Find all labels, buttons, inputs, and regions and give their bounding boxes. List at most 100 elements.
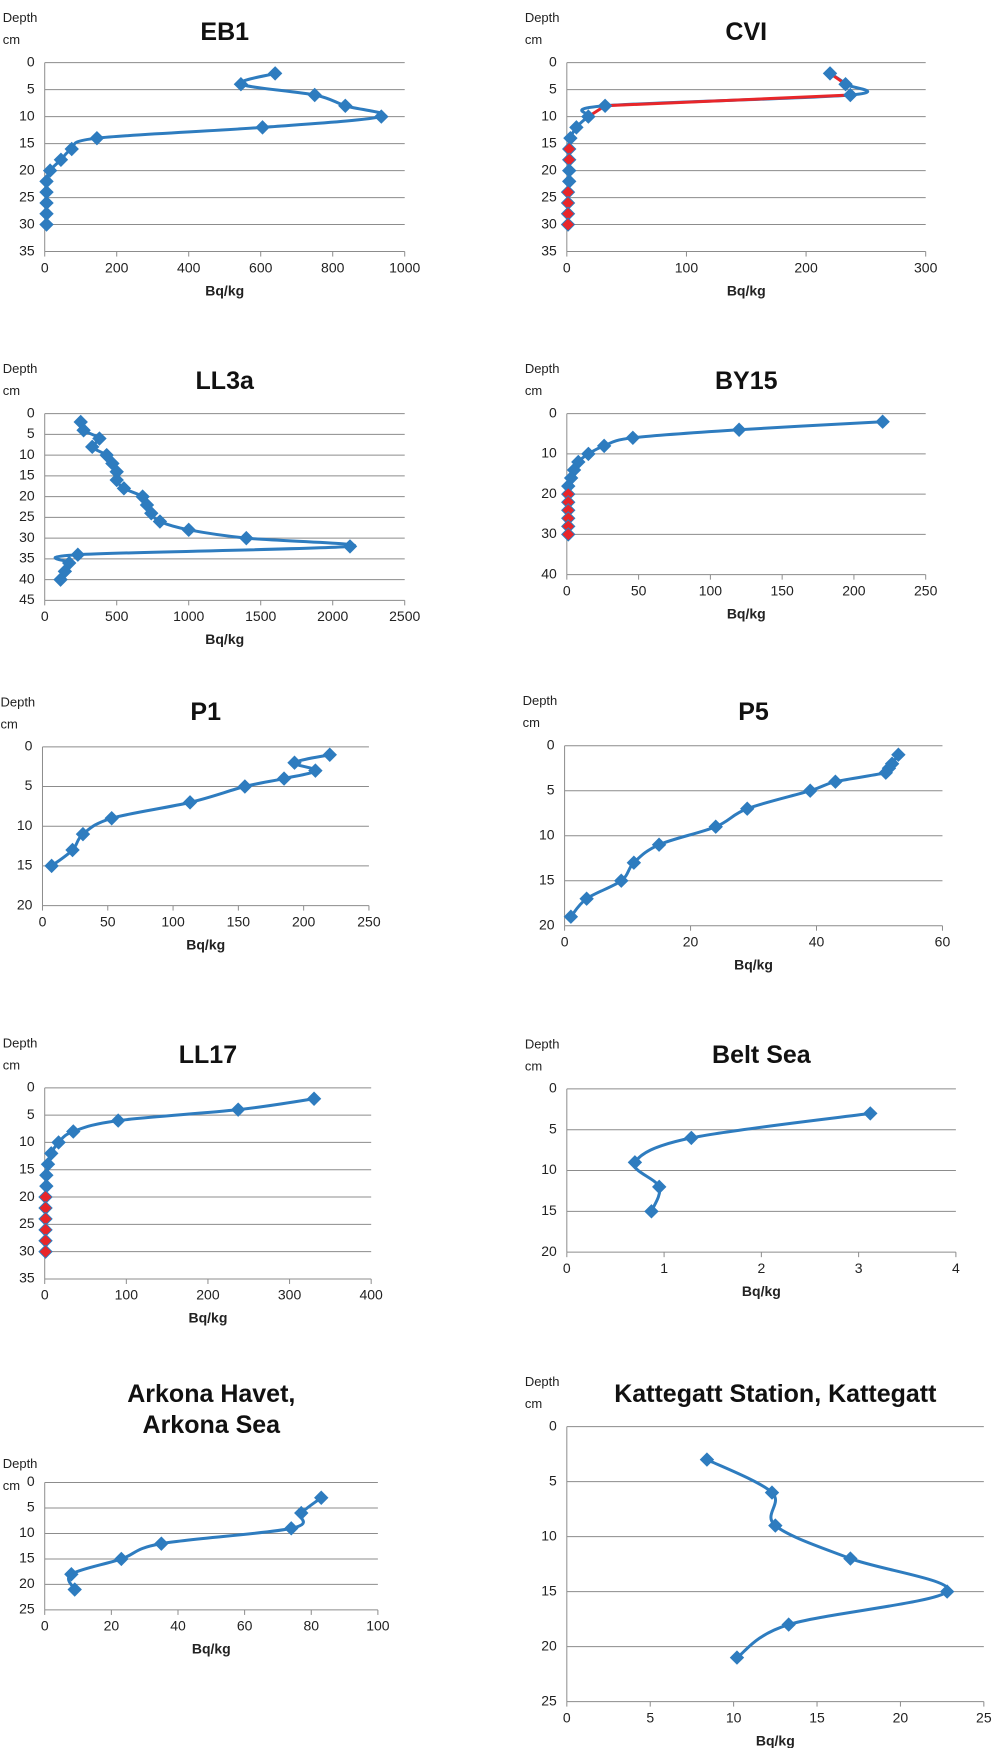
data-marker xyxy=(70,547,86,562)
y-tick-label: 0 xyxy=(27,404,35,420)
x-tick-label: 60 xyxy=(935,933,951,949)
y-tick-label: 35 xyxy=(19,550,35,566)
data-marker xyxy=(152,514,168,529)
chart-title: EB1 xyxy=(200,18,249,46)
y-tick-label: 0 xyxy=(549,404,557,420)
y-tick-label: 20 xyxy=(541,1637,557,1653)
x-axis-label: Bq/kg xyxy=(742,1283,781,1299)
y-axis-label: Depth xyxy=(525,10,560,25)
data-marker xyxy=(237,779,253,794)
data-marker xyxy=(104,811,119,826)
x-tick-label: 0 xyxy=(563,259,571,275)
data-marker xyxy=(284,1521,299,1536)
y-axis-label: Depth xyxy=(525,361,560,376)
data-marker xyxy=(596,438,612,454)
x-tick-label: 20 xyxy=(893,1709,909,1725)
y-axis-label: Depth xyxy=(525,1036,560,1051)
y-tick-label: 10 xyxy=(541,1527,557,1543)
data-marker xyxy=(64,1567,79,1582)
y-tick-label: 30 xyxy=(19,529,35,545)
data-marker xyxy=(306,1091,322,1106)
data-marker xyxy=(569,120,584,135)
data-marker xyxy=(627,1155,643,1170)
data-marker xyxy=(614,873,629,888)
x-tick-label: 2500 xyxy=(389,608,420,624)
y-tick-label: 45 xyxy=(19,591,35,607)
x-tick-label: 1000 xyxy=(173,608,204,624)
y-axis-unit: cm xyxy=(523,715,540,730)
chart-title: Arkona Havet, xyxy=(127,1380,295,1408)
x-axis-label: Bq/kg xyxy=(756,1732,795,1748)
y-axis-label: Depth xyxy=(3,1035,38,1050)
chart-title: LL17 xyxy=(179,1041,237,1069)
x-tick-label: 3 xyxy=(855,1260,863,1276)
y-tick-label: 10 xyxy=(19,1133,35,1149)
x-tick-label: 1 xyxy=(660,1260,668,1276)
chart-title: CVI xyxy=(725,18,767,46)
data-marker xyxy=(114,1551,129,1567)
data-marker xyxy=(233,76,249,92)
data-marker xyxy=(731,422,747,437)
y-tick-label: 20 xyxy=(539,916,555,932)
y-axis-label: Depth xyxy=(3,1456,38,1471)
data-marker xyxy=(822,66,838,81)
x-tick-label: 0 xyxy=(563,1709,571,1725)
data-marker xyxy=(182,795,198,810)
y-tick-label: 15 xyxy=(19,467,35,483)
x-axis-label: Bq/kg xyxy=(727,282,766,298)
y-axis-unit: cm xyxy=(0,716,17,731)
x-tick-label: 50 xyxy=(631,582,647,598)
data-marker xyxy=(154,1536,169,1551)
y-tick-label: 10 xyxy=(17,817,33,833)
y-tick-label: 25 xyxy=(541,1692,557,1708)
y-tick-label: 10 xyxy=(19,1524,35,1540)
data-marker xyxy=(144,506,159,521)
x-tick-label: 250 xyxy=(357,913,381,929)
y-tick-label: 10 xyxy=(541,107,557,123)
x-tick-label: 0 xyxy=(39,913,47,929)
data-marker xyxy=(764,1485,780,1500)
data-line xyxy=(566,420,883,535)
data-marker xyxy=(276,771,292,786)
data-line xyxy=(53,421,356,581)
data-marker xyxy=(625,430,641,446)
x-axis-label: Bq/kg xyxy=(734,956,773,972)
data-marker xyxy=(44,1146,59,1161)
y-tick-label: 5 xyxy=(27,1106,35,1122)
y-tick-label: 30 xyxy=(541,215,557,231)
y-tick-label: 35 xyxy=(541,242,557,258)
y-tick-label: 25 xyxy=(19,188,35,204)
y-tick-label: 0 xyxy=(549,53,557,69)
data-marker xyxy=(51,1135,66,1150)
x-tick-label: 200 xyxy=(794,259,818,275)
x-tick-label: 150 xyxy=(227,913,251,929)
y-tick-label: 15 xyxy=(539,871,555,887)
data-marker xyxy=(768,1518,783,1533)
x-tick-label: 1500 xyxy=(245,608,276,624)
data-marker xyxy=(64,141,79,157)
data-marker xyxy=(891,747,906,762)
x-tick-label: 2000 xyxy=(317,608,348,624)
data-marker xyxy=(65,842,80,858)
y-tick-label: 20 xyxy=(19,1188,35,1204)
y-tick-label: 15 xyxy=(19,1160,35,1176)
y-axis-label: Depth xyxy=(3,361,38,376)
data-line xyxy=(67,1496,323,1591)
x-tick-label: 0 xyxy=(41,608,49,624)
x-tick-label: 800 xyxy=(321,259,345,275)
x-axis-label: Bq/kg xyxy=(192,1641,231,1657)
data-marker xyxy=(560,217,576,232)
data-marker xyxy=(92,431,107,446)
x-tick-label: 4 xyxy=(952,1260,960,1276)
x-tick-label: 40 xyxy=(809,933,825,949)
y-tick-label: 15 xyxy=(19,134,35,150)
y-tick-label: 0 xyxy=(549,1417,557,1433)
y-tick-label: 10 xyxy=(19,107,35,123)
y-tick-label: 15 xyxy=(19,1550,35,1566)
data-marker xyxy=(939,1584,955,1599)
data-line xyxy=(632,1111,871,1212)
y-axis-unit: cm xyxy=(525,32,542,47)
y-tick-label: 0 xyxy=(27,1079,35,1095)
y-tick-label: 5 xyxy=(27,1499,35,1515)
